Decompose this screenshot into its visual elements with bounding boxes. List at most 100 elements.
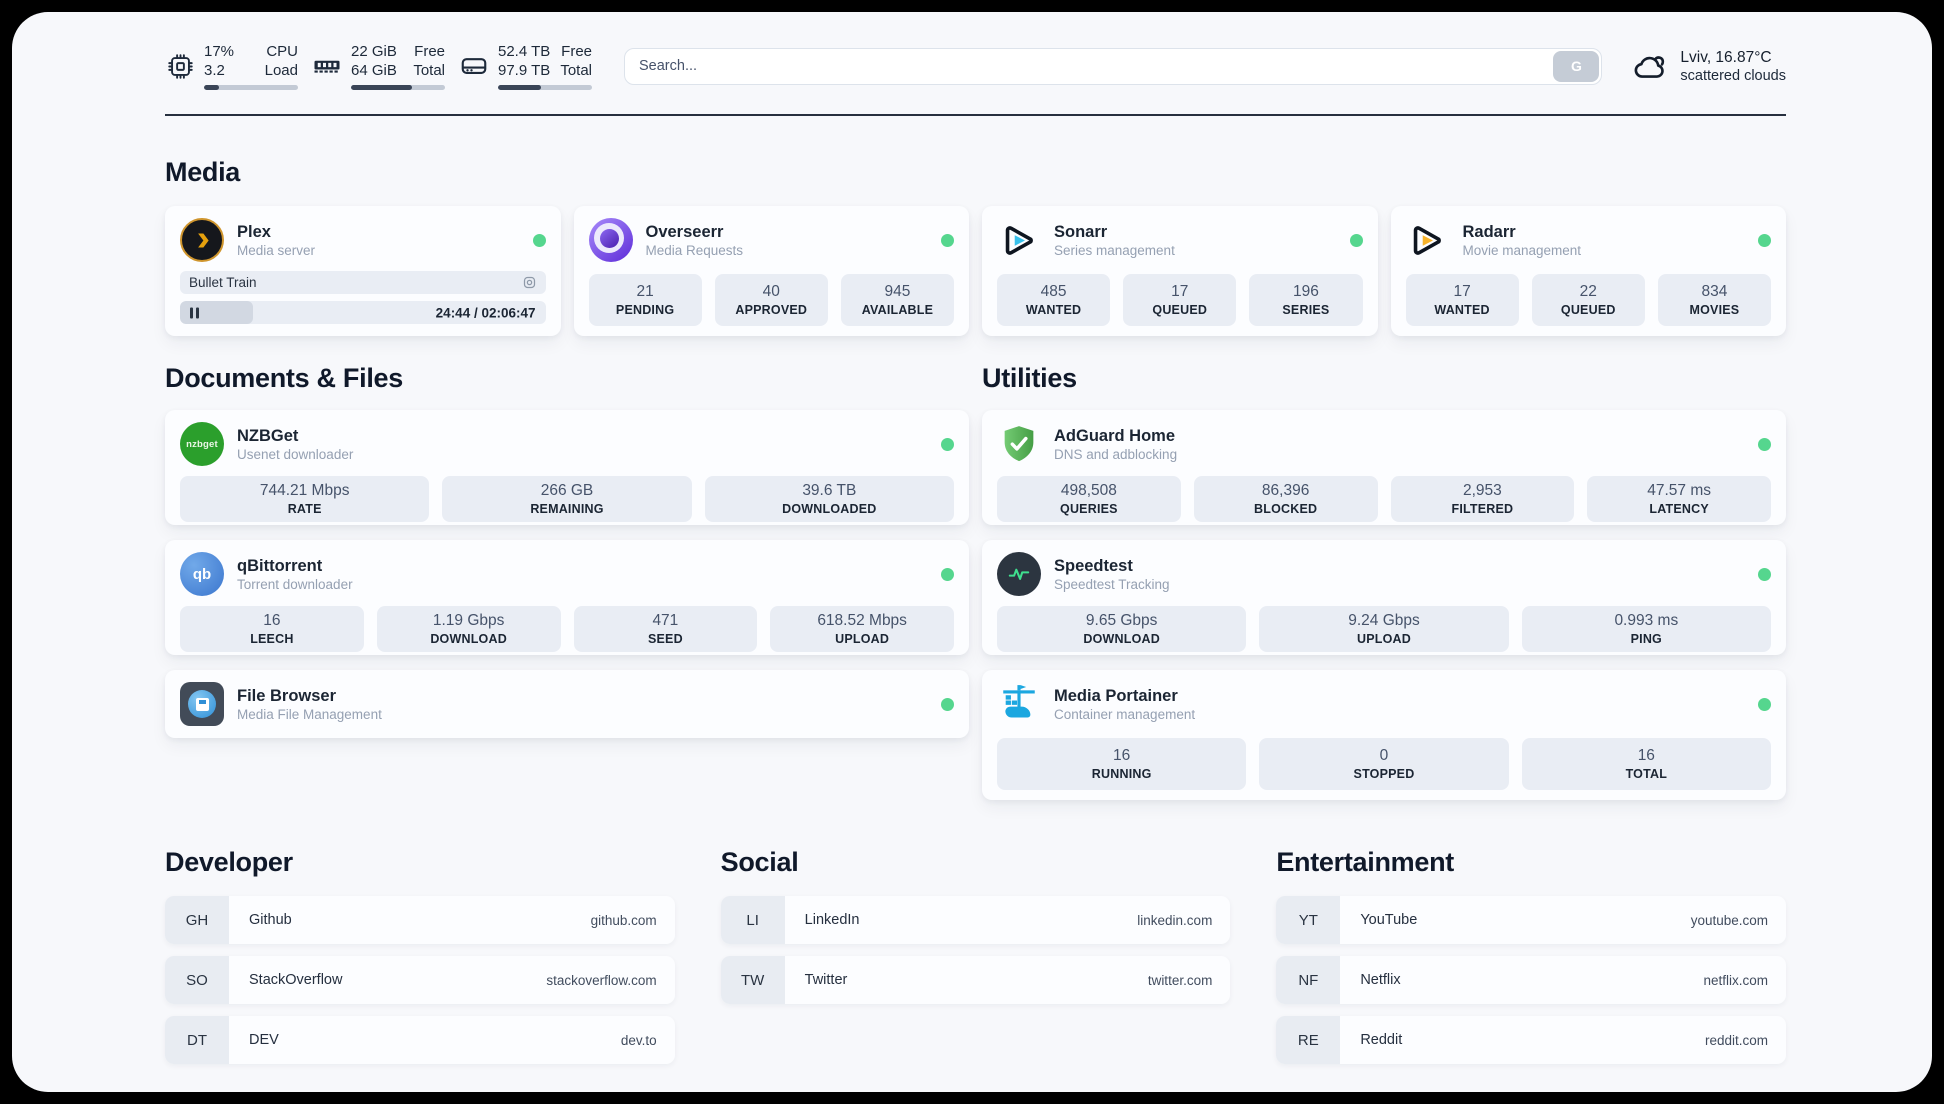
radarr-icon (1406, 218, 1450, 262)
playback-time: 24:44 / 02:06:47 (435, 305, 536, 320)
bookmark-linkedin[interactable]: LI LinkedIn linkedin.com (720, 896, 1231, 944)
overseerr-icon (588, 218, 633, 262)
bookmark-name: Github (249, 912, 292, 928)
bookmark-abbr-badge: GH (165, 896, 229, 944)
app-name: qBittorrent (237, 556, 323, 575)
ram-widget: 22 GiB 64 GiB Free Total (312, 42, 445, 90)
ram-total-value: 64 GiB (351, 62, 397, 79)
stat-rate: 744.21 Mbps RATE (180, 476, 430, 522)
disk-progress-fill (498, 85, 542, 90)
status-dot-online (1758, 567, 1771, 581)
media-cards-grid: Plex Media server Bullet Train (165, 206, 1786, 336)
status-dot-online (1758, 437, 1771, 451)
ram-icon (312, 51, 342, 81)
bookmark-abbr-badge: RE (1276, 1016, 1341, 1064)
bookmark-reddit[interactable]: RE Reddit reddit.com (1276, 1016, 1786, 1064)
ram-progress-bar (351, 85, 445, 90)
disk-total-value: 97.9 TB (498, 62, 551, 79)
weather-location-temp: Lviv, 16.87°C (1680, 48, 1772, 66)
section-documents-utilities: Documents & Files nzbget NZBGet Usenet d… (165, 362, 1786, 800)
app-card-radarr[interactable]: Radarr Movie management 17 WANTED 22 QUE… (1390, 206, 1786, 336)
stat-latency: 47.57 ms LATENCY (1587, 476, 1771, 522)
utilities-column: Utilities AdGuard Home (982, 362, 1786, 800)
app-card-sonarr[interactable]: Sonarr Series management 485 WANTED 17 Q… (982, 206, 1378, 336)
stat-blocked: 86,396 BLOCKED (1193, 476, 1378, 522)
bookmark-dev[interactable]: DT DEV dev.to (165, 1016, 675, 1064)
pause-icon[interactable] (190, 307, 199, 318)
bookmark-github[interactable]: GH Github github.com (165, 896, 675, 944)
bookmark-stackoverflow[interactable]: SO StackOverflow stackoverflow.com (165, 956, 675, 1004)
bookmark-name: Netflix (1360, 972, 1401, 988)
status-dot-online (941, 567, 954, 581)
app-subtitle: Speedtest Tracking (1054, 577, 1170, 593)
app-name: Plex (237, 222, 271, 241)
section-title-social: Social (720, 847, 799, 877)
bookmark-abbr-badge: TW (720, 956, 785, 1004)
portainer-icon (997, 682, 1041, 726)
bookmark-url: netflix.com (1703, 972, 1768, 988)
cpu-chip-icon (165, 51, 195, 81)
app-subtitle: Series management (1054, 243, 1175, 259)
bookmark-url: stackoverflow.com (546, 972, 657, 988)
weather-condition: scattered clouds (1680, 67, 1786, 84)
stat-ping: 0.993 ms PING (1521, 606, 1771, 652)
app-subtitle: DNS and adblocking (1054, 447, 1178, 463)
stat-queued: 17 QUEUED (1123, 274, 1237, 326)
app-subtitle: Media server (237, 243, 316, 259)
bookmark-name: DEV (249, 1032, 279, 1048)
disk-total-label: Total (560, 62, 592, 79)
stat-pending: 21 PENDING (588, 274, 702, 326)
disk-widget: 52.4 TB 97.9 TB Free Total (459, 42, 592, 90)
weather-widget: Lviv, 16.87°C scattered clouds (1632, 48, 1786, 85)
search-input[interactable] (624, 47, 1603, 85)
app-card-nzbget[interactable]: nzbget NZBGet Usenet downloader 744.21 M… (165, 410, 969, 525)
now-playing-bar: Bullet Train (180, 271, 546, 294)
app-card-qbittorrent[interactable]: qb qBittorrent Torrent downloader 16 LEE… (165, 540, 969, 655)
stat-stopped: 0 STOPPED (1259, 738, 1509, 790)
section-media: Media Plex Media server Bullet Train (165, 156, 1786, 336)
disk-free-value: 52.4 TB (498, 43, 551, 60)
app-subtitle: Media Requests (645, 243, 744, 259)
bookmark-twitter[interactable]: TW Twitter twitter.com (720, 956, 1231, 1004)
disk-free-label: Free (561, 43, 592, 60)
filebrowser-icon (180, 682, 224, 726)
documents-column: Documents & Files nzbget NZBGet Usenet d… (165, 362, 969, 738)
app-subtitle: Media File Management (237, 707, 382, 723)
bookmark-netflix[interactable]: NF Netflix netflix.com (1276, 956, 1786, 1004)
app-card-overseerr[interactable]: Overseerr Media Requests 21 PENDING 40 A… (573, 206, 969, 336)
stat-seed: 471 SEED (573, 606, 758, 652)
bookmark-abbr-badge: NF (1276, 956, 1341, 1004)
app-name: NZBGet (237, 426, 299, 445)
stat-upload: 9.24 Gbps UPLOAD (1259, 606, 1509, 652)
stat-available: 945 AVAILABLE (840, 274, 955, 326)
app-card-filebrowser[interactable]: File Browser Media File Management (165, 670, 969, 738)
playback-progress-bar[interactable]: 24:44 / 02:06:47 (180, 301, 546, 324)
header-divider (165, 114, 1786, 116)
stat-queries: 498,508 QUERIES (997, 476, 1181, 522)
app-card-plex[interactable]: Plex Media server Bullet Train (165, 206, 561, 336)
status-dot-online (1758, 697, 1771, 711)
stat-queued: 22 QUEUED (1531, 274, 1645, 326)
stat-series: 196 SERIES (1249, 274, 1363, 326)
search-engine-button[interactable]: G (1553, 50, 1600, 82)
status-dot-online (1349, 233, 1363, 247)
bookmark-abbr-badge: YT (1276, 896, 1341, 944)
app-subtitle: Container management (1054, 707, 1196, 723)
stat-movies: 834 MOVIES (1657, 274, 1772, 326)
stat-leech: 16 LEECH (180, 606, 364, 652)
app-card-adguard[interactable]: AdGuard Home DNS and adblocking 498,508 … (982, 410, 1786, 525)
app-card-speedtest[interactable]: Speedtest Speedtest Tracking 9.65 Gbps D… (982, 540, 1786, 655)
app-card-portainer[interactable]: Media Portainer Container management 16 … (982, 670, 1786, 800)
bookmark-name: LinkedIn (804, 912, 860, 928)
bookmark-abbr-badge: DT (165, 1016, 229, 1064)
dashboard-panel: 17% 3.2 CPU Load (12, 12, 1932, 1092)
status-dot-online (941, 437, 954, 451)
stat-remaining: 266 GB REMAINING (442, 476, 692, 522)
cpu-progress-fill (204, 85, 220, 90)
bookmark-youtube[interactable]: YT YouTube youtube.com (1276, 896, 1786, 944)
stat-download: 9.65 Gbps DOWNLOAD (997, 606, 1247, 652)
status-dot-online (941, 697, 954, 711)
app-name: Overseerr (645, 222, 724, 241)
bookmark-url: dev.to (620, 1032, 657, 1048)
stat-running: 16 RUNNING (997, 738, 1247, 790)
